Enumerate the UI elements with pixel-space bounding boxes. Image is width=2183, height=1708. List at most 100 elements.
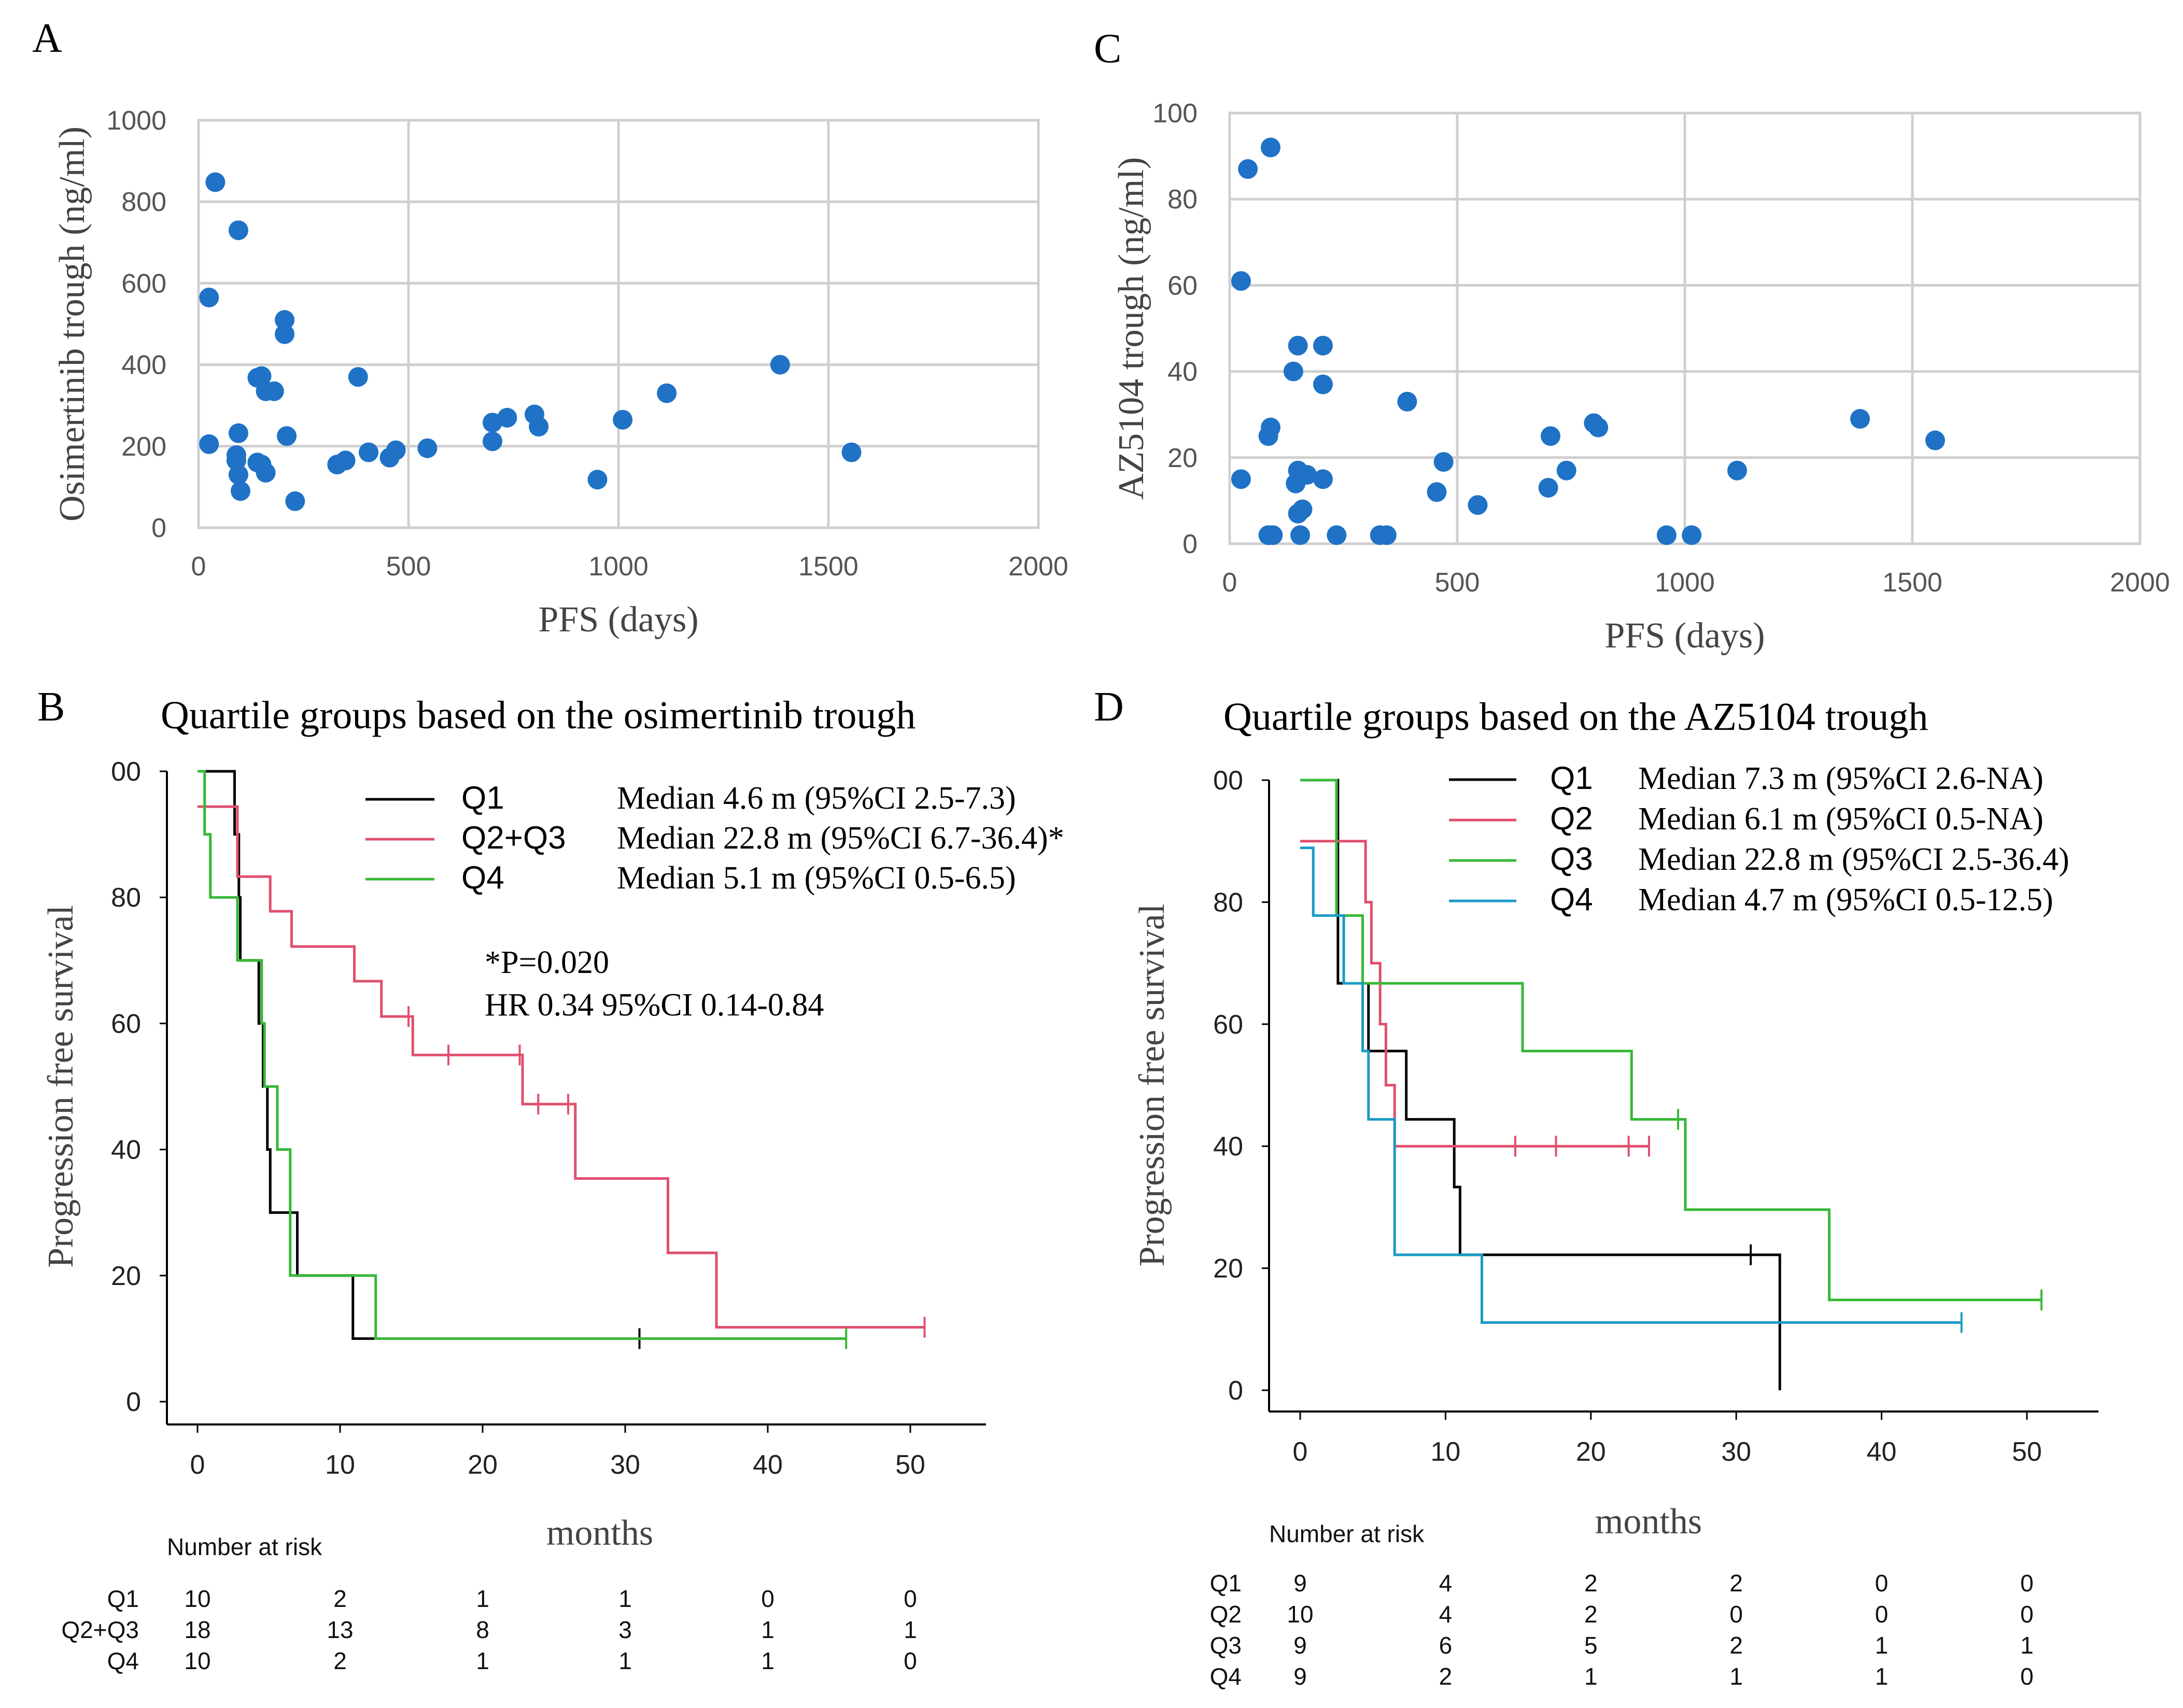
data-point [1433,452,1454,472]
data-point [1313,335,1333,356]
data-point [1327,525,1347,545]
km-panel-osimertinib: Quartile groups based on the osimertinib… [41,694,1064,1674]
legend-median-label: Median 6.1 m (95%CI 0.5-NA) [1638,801,2044,837]
risk-cell: 5 [1584,1632,1598,1659]
legend-median-label: Median 5.1 m (95%CI 0.5-6.5) [617,860,1016,896]
y-tick-label: 0 [1182,529,1198,559]
panel-label-a: A [32,16,62,61]
y-tick-label: 0 [1228,1376,1243,1406]
x-tick-label: 10 [325,1450,355,1480]
data-point [1850,409,1870,429]
x-tick-label: 50 [895,1450,925,1480]
data-point [256,462,276,483]
risk-row-label: Q2+Q3 [61,1616,139,1643]
x-tick-label: 10 [1430,1437,1460,1467]
annotation-text: *P=0.020 [485,945,609,980]
risk-cell: 1 [1875,1663,1889,1690]
data-point [228,464,248,485]
x-tick-label: 1000 [588,552,649,582]
risk-cell: 1 [1729,1663,1743,1690]
risk-cell: 10 [1287,1601,1313,1628]
risk-cell: 2 [1439,1663,1453,1690]
legend-series-name: Q1 [461,780,504,816]
x-tick-label: 0 [1222,568,1237,598]
data-point [497,407,517,428]
data-point [587,470,608,490]
panel-label-b: B [37,684,65,730]
y-tick-label: 40 [1213,1132,1243,1162]
data-point [251,366,272,386]
y-tick-label: 00 [111,757,141,787]
y-tick-label: 80 [1213,887,1243,917]
data-point [1727,460,1747,481]
y-tick-label: 60 [111,1009,141,1039]
y-tick-label: 00 [1213,766,1243,796]
y-tick-label: 80 [1167,185,1198,215]
risk-cell: 4 [1439,1570,1453,1597]
x-tick-label: 20 [1576,1437,1606,1467]
legend-series-name: Q2+Q3 [461,820,566,856]
data-point [199,434,219,454]
risk-cell: 1 [476,1647,489,1674]
scatter-panel-osimertinib: 0 500 1000 1500 2000 0 200 400 600 800 1000 PFS (da… [52,106,1068,640]
x-tick-label: 500 [386,552,431,582]
x-axis-label: months [546,1513,653,1553]
risk-cell: 8 [476,1616,489,1643]
data-point [1288,335,1308,356]
data-point [1290,525,1311,545]
data-point [483,431,502,451]
risk-cell: 10 [184,1647,210,1674]
x-axis-label: PFS (days) [1604,616,1765,656]
risk-cell: 0 [2020,1663,2034,1690]
legend-series-name: Q2 [1550,801,1593,837]
data-point [359,442,379,462]
y-tick-label: 80 [111,883,141,913]
data-point [529,417,549,437]
x-tick-label: 500 [1435,568,1480,598]
legend-median-label: Median 4.7 m (95%CI 0.5-12.5) [1638,882,2053,917]
y-axis-label: Osimertinib trough (ng/ml) [52,126,92,521]
risk-cell: 2 [333,1585,347,1612]
risk-table-title: Number at risk [167,1533,322,1560]
plot-frame [1228,111,2142,545]
risk-row-label: Q4 [107,1647,139,1674]
annotation-text: HR 0.34 95%CI 0.14-0.84 [485,987,824,1023]
survival-curve-q1 [198,770,374,1340]
data-point [348,367,368,387]
risk-cell: 10 [184,1585,210,1612]
x-tick-label: 1500 [1882,568,1942,598]
survival-curve-q4 [1300,846,1962,1324]
data-point [1656,525,1677,545]
x-tick-label: 1000 [1655,568,1715,598]
risk-cell: 4 [1439,1601,1453,1628]
legend-series-name: Q4 [1550,882,1593,917]
risk-row-label: Q4 [1210,1663,1242,1690]
data-point [335,450,356,471]
data-point [285,491,305,511]
risk-table-title: Number at risk [1269,1520,1425,1547]
data-point [277,426,297,446]
data-point [231,481,250,501]
data-point [205,172,226,192]
risk-cell: 9 [1293,1663,1307,1690]
y-axis-label: Progression free survival [1132,904,1172,1267]
data-point [1468,495,1488,515]
data-point [386,440,406,460]
y-tick-label: 0 [151,513,166,543]
risk-cell: 0 [1875,1601,1889,1628]
x-tick-label: 1500 [798,552,858,582]
panel-label-d: D [1094,684,1124,730]
risk-cell: 0 [1729,1601,1743,1628]
data-point [1292,499,1313,519]
y-tick-label: 1000 [106,106,166,136]
data-point [1261,137,1281,158]
risk-cell: 1 [618,1585,632,1612]
data-point [841,442,862,462]
risk-cell: 1 [618,1647,632,1674]
chart-title: Quartile groups based on the AZ5104 trou… [1223,695,1928,739]
risk-cell: 0 [2020,1570,2034,1597]
data-point [1376,525,1397,545]
risk-cell: 18 [184,1616,210,1643]
data-point [264,381,284,401]
